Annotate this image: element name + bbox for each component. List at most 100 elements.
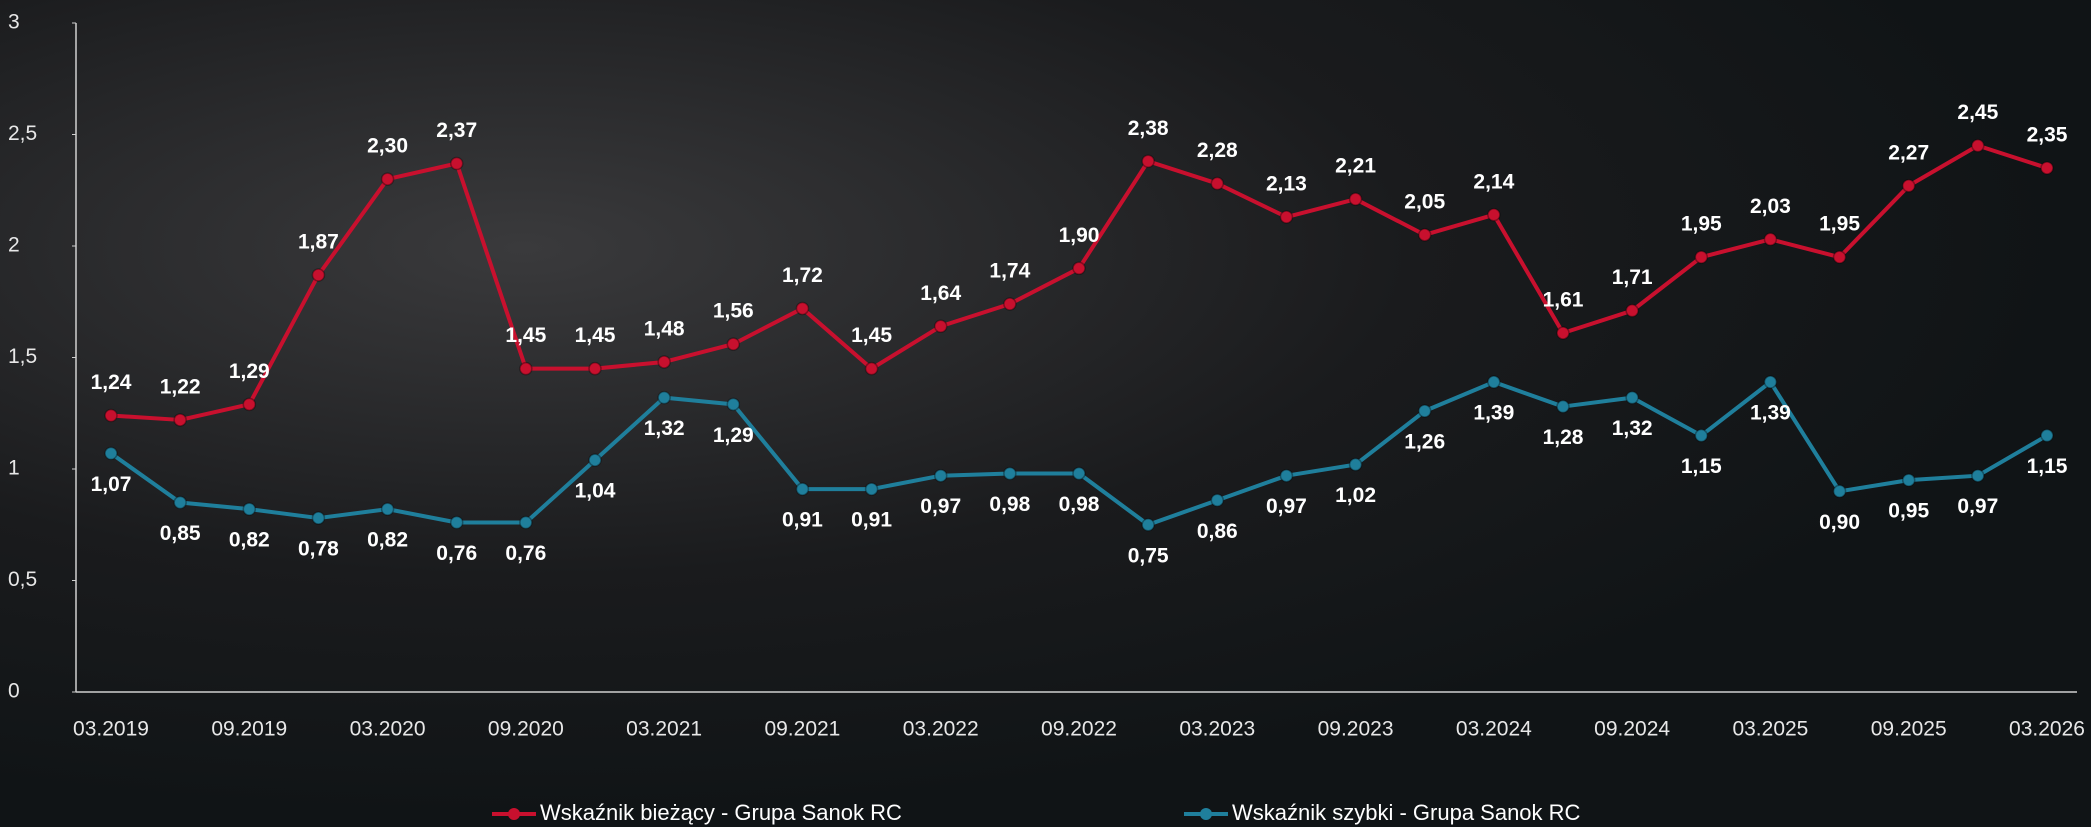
data-point <box>1417 404 1432 418</box>
data-point <box>449 156 464 171</box>
y-tick-label: 1,5 <box>8 345 37 368</box>
data-label: 1,95 <box>1681 213 1722 236</box>
data-label: 2,45 <box>1957 101 1998 124</box>
data-label: 0,82 <box>229 529 270 552</box>
data-point <box>1210 176 1225 191</box>
data-label: 1,95 <box>1819 213 1860 236</box>
data-label: 2,37 <box>436 119 477 142</box>
data-label: 1,90 <box>1059 224 1100 247</box>
data-point <box>2040 161 2054 175</box>
x-tick-label: 09.2020 <box>488 718 564 741</box>
data-label: 2,21 <box>1335 155 1376 178</box>
data-point <box>1072 261 1086 276</box>
data-label: 2,30 <box>367 135 408 158</box>
y-tick-label: 2,5 <box>8 122 37 145</box>
legend-label: Wskaźnik szybki - Grupa Sanok RC <box>1232 800 1581 825</box>
y-tick-label: 1 <box>8 457 20 480</box>
legend-marker <box>1200 808 1212 820</box>
x-tick-label: 09.2025 <box>1871 718 1947 741</box>
data-point <box>1694 250 1709 264</box>
data-point <box>795 301 810 316</box>
data-point <box>242 502 257 516</box>
data-point <box>1625 303 1639 318</box>
data-point <box>2040 428 2054 443</box>
data-label: 1,39 <box>1473 402 1514 425</box>
data-label: 2,38 <box>1128 117 1169 140</box>
x-tick-label: 03.2023 <box>1179 718 1255 741</box>
data-point <box>1417 228 1432 242</box>
data-label: 2,14 <box>1473 170 1514 193</box>
data-point <box>1971 468 1985 483</box>
data-point <box>173 495 187 510</box>
x-tick-label: 03.2019 <box>73 718 149 741</box>
data-point <box>1763 375 1778 389</box>
data-label: 2,35 <box>2027 123 2068 146</box>
data-point <box>1971 138 1985 153</box>
data-label: 1,07 <box>91 473 132 496</box>
data-label: 1,15 <box>2027 455 2068 478</box>
data-point <box>311 268 326 282</box>
data-label: 1,74 <box>989 260 1030 283</box>
data-point <box>1348 192 1363 206</box>
data-point <box>588 453 602 467</box>
data-point <box>311 511 326 525</box>
data-label: 1,61 <box>1543 289 1584 312</box>
data-label: 0,98 <box>989 493 1030 516</box>
x-tick-label: 03.2025 <box>1732 718 1808 741</box>
data-label: 2,13 <box>1266 173 1307 196</box>
data-point <box>1763 232 1778 247</box>
data-point <box>726 337 741 351</box>
data-label: 0,76 <box>436 542 477 565</box>
data-label: 0,76 <box>505 542 546 565</box>
data-point <box>104 446 118 461</box>
data-label: 1,72 <box>782 264 823 287</box>
data-label: 0,98 <box>1059 493 1100 516</box>
data-label: 1,24 <box>91 371 132 394</box>
data-point <box>173 413 187 427</box>
data-label: 0,85 <box>160 522 201 545</box>
y-tick-label: 0 <box>8 680 20 703</box>
data-label: 0,91 <box>782 509 823 532</box>
x-tick-label: 09.2023 <box>1318 718 1394 741</box>
data-point <box>1556 326 1570 340</box>
data-point <box>519 515 533 530</box>
data-point <box>1556 399 1570 414</box>
data-point <box>1003 297 1017 311</box>
data-point <box>864 361 879 376</box>
data-label: 1,32 <box>644 417 685 440</box>
data-label: 1,26 <box>1404 431 1445 454</box>
data-point <box>1141 154 1155 169</box>
x-tick-label: 09.2024 <box>1594 718 1670 741</box>
data-label: 0,78 <box>298 538 339 561</box>
x-tick-label: 03.2020 <box>350 718 426 741</box>
data-label: 1,28 <box>1543 426 1584 449</box>
data-point <box>1487 208 1501 222</box>
data-label: 2,05 <box>1404 190 1445 213</box>
data-label: 0,97 <box>920 495 961 518</box>
data-label: 0,97 <box>1957 495 1998 518</box>
data-point <box>1832 484 1847 499</box>
data-label: 0,95 <box>1888 500 1929 523</box>
data-point <box>449 515 464 530</box>
data-point <box>242 397 257 412</box>
y-tick-label: 0,5 <box>8 568 37 591</box>
data-label: 1,04 <box>575 480 616 503</box>
data-point <box>380 502 395 516</box>
data-label: 1,45 <box>575 324 616 347</box>
data-label: 1,29 <box>713 424 754 447</box>
data-label: 0,82 <box>367 529 408 552</box>
data-point <box>519 361 533 376</box>
data-point <box>657 355 671 369</box>
data-label: 1,02 <box>1335 484 1376 507</box>
data-label: 1,56 <box>713 300 754 323</box>
x-tick-label: 09.2022 <box>1041 718 1117 741</box>
data-label: 0,91 <box>851 509 892 532</box>
data-point <box>1901 473 1916 487</box>
data-label: 2,27 <box>1888 141 1929 164</box>
data-point <box>864 482 879 496</box>
data-point <box>1279 468 1294 483</box>
data-point <box>657 390 671 405</box>
data-point <box>380 172 395 186</box>
data-point <box>588 361 602 376</box>
data-label: 1,39 <box>1750 402 1791 425</box>
